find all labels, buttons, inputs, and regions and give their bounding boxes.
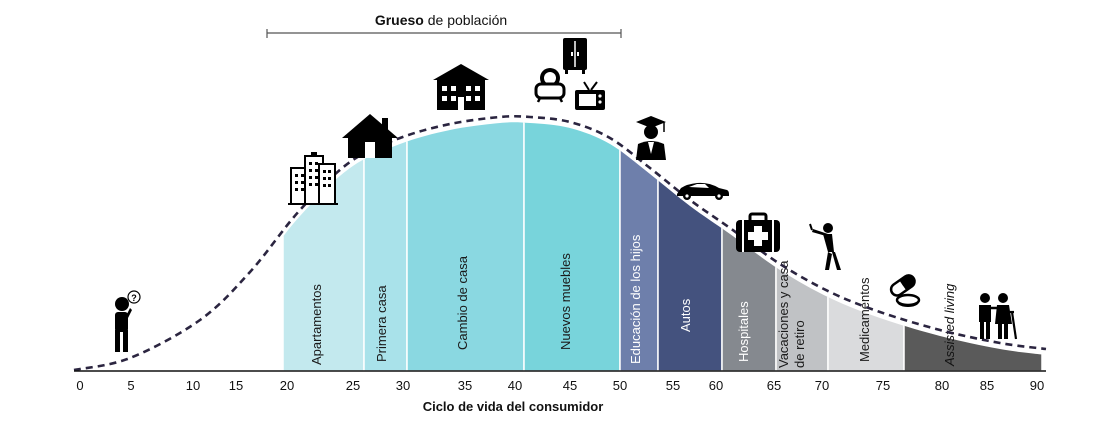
graduate-icon [636,116,666,160]
tick-label: 5 [127,378,134,393]
title-rest: de población [424,12,507,28]
diagram-title: Grueso de población [375,12,507,28]
segment-4 [523,122,621,372]
tick-label: 85 [980,378,994,393]
house-icon [342,114,398,158]
tick-label: 70 [815,378,829,393]
tick-label: 25 [346,378,360,393]
segment-label-4: Nuevos muebles [558,253,573,350]
tick-label: 90 [1030,378,1044,393]
population-bracket [266,29,622,38]
tick-label: 0 [76,378,83,393]
segment-label-1: Apartamentos [309,284,324,365]
first-aid-kit-icon [736,212,780,252]
tick-label: 55 [666,378,680,393]
svg-text:?: ? [131,293,137,303]
apartment-building-icon [433,64,489,110]
elderly-couple-icon [979,293,1018,340]
segment-label-3: Cambio de casa [455,255,470,350]
tv-icon [575,81,605,110]
car-icon [677,182,729,200]
segment-label-5: Educación de los hijos [628,234,643,364]
armchair-icon [534,68,566,103]
lifecycle-segments [282,122,1043,372]
golfer-icon [809,223,841,270]
segment-3 [406,122,525,372]
tick-label: 30 [396,378,410,393]
tick-label: 35 [458,378,472,393]
population-curve [73,114,1047,372]
tick-label: 10 [186,378,200,393]
tick-label: 60 [709,378,723,393]
buildings-icon [288,152,338,205]
segment-labels: Apartamentos Primera casa Cambio de casa Nu… [309,234,957,368]
x-axis-label: Ciclo de vida del consumidor [423,399,604,414]
segment-label-7: Hospitales [736,301,751,362]
tick-label: 20 [280,378,294,393]
tick-label: 75 [876,378,890,393]
segment-label-2: Primera casa [374,285,389,362]
segment-label-9: Medicamentos [857,277,872,362]
segment-label-line: de retiro [792,320,807,368]
tick-label: 80 [935,378,949,393]
person-thinking-icon: ? [115,290,141,352]
segment-label-6: Autos [678,298,693,332]
segment-label-8: Vacaciones y casade retiro [776,260,807,368]
tick-label: 50 [613,378,627,393]
title-bold: Grueso [375,12,424,28]
segment-2 [363,122,408,372]
segment-label-line: Vacaciones y casa [776,260,791,368]
tick-label: 65 [767,378,781,393]
tick-label: 15 [229,378,243,393]
pills-icon [889,274,921,307]
tick-label: 40 [508,378,522,393]
tick-label: 45 [563,378,577,393]
x-axis-ticks: 0 5 10 15 20 25 30 35 40 45 50 55 60 65 70 75 80 85 90 [76,378,1044,393]
segment-10 [903,122,1043,372]
wardrobe-icon [563,38,587,74]
segment-label-10: Assisted living [942,283,957,367]
